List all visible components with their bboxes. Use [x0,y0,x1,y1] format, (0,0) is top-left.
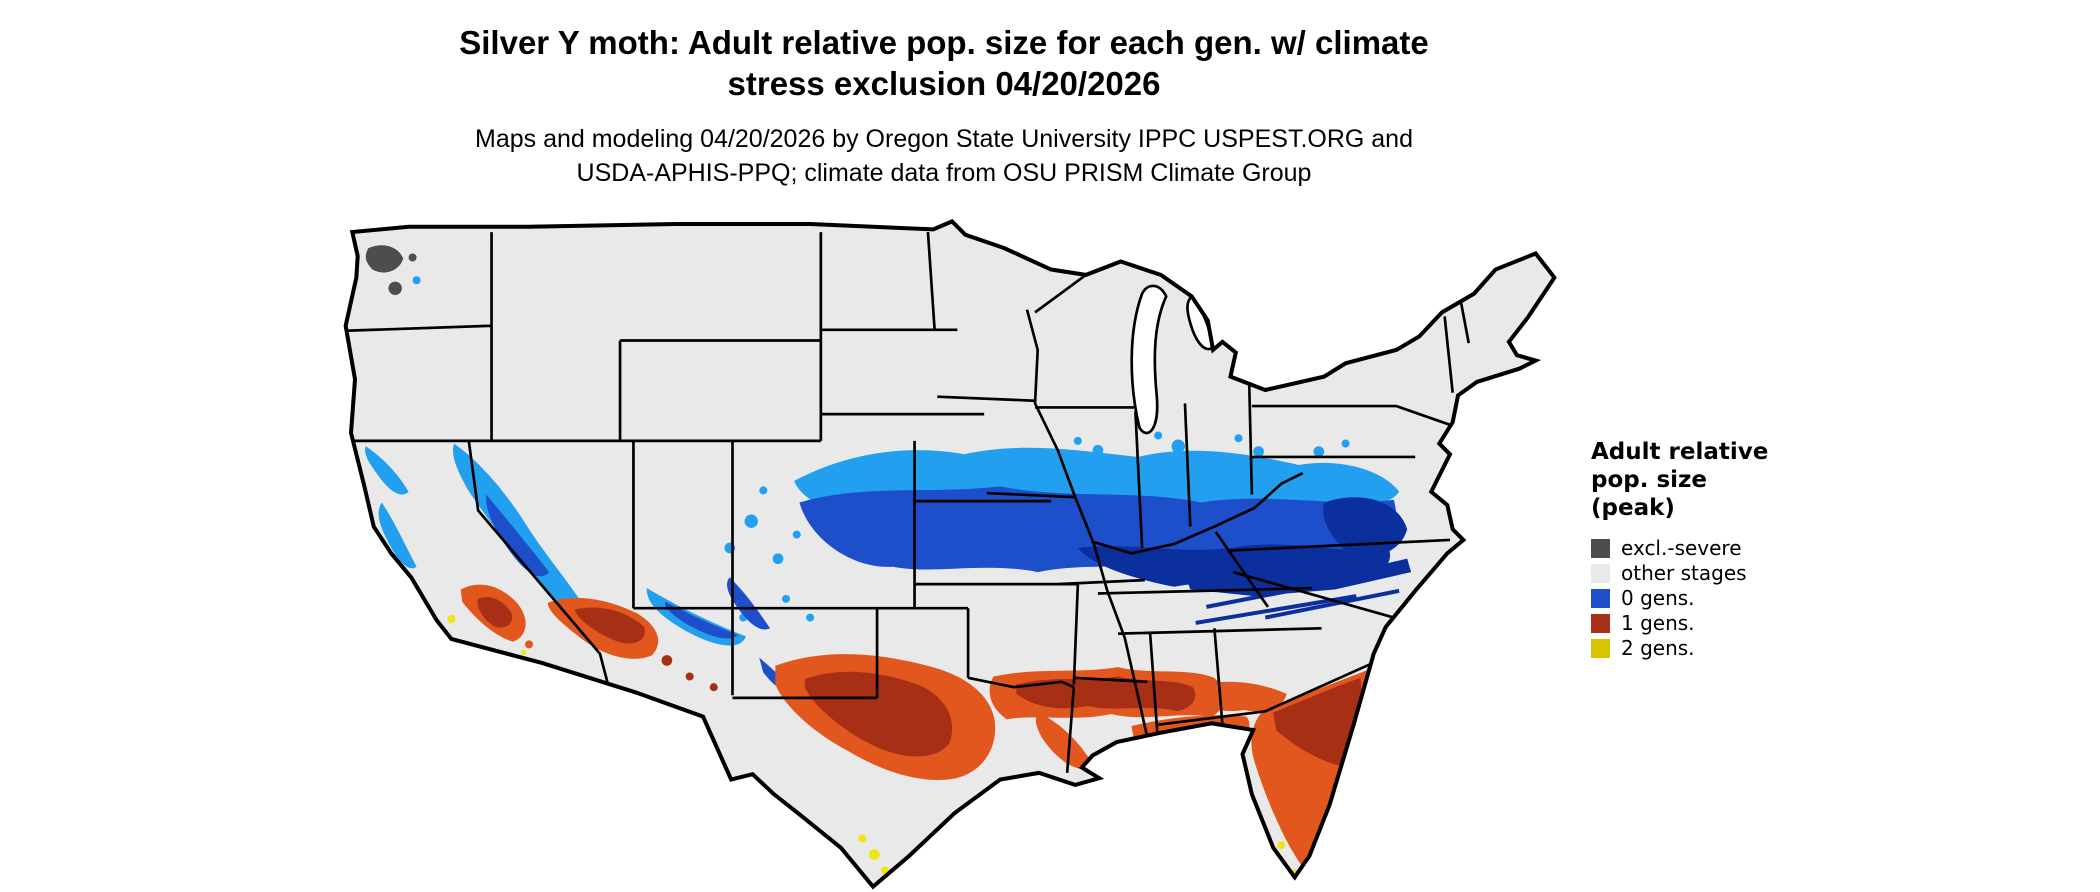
legend-item-2-gens: 2 gens. [1591,636,1851,661]
state-boundaries [345,231,1471,773]
legend-label-other-stages: other stages [1621,561,1747,585]
legend-swatch-0-gens [1591,589,1610,608]
legend-swatch-2-gens [1591,639,1610,658]
legend-label-2-gens: 2 gens. [1621,636,1695,660]
legend-title-line1: Adult relative [1591,439,1769,465]
legend-label-excl-severe: excl.-severe [1621,536,1742,560]
map-subtitle-line1: Maps and modeling 04/20/2026 by Oregon S… [475,125,1413,153]
great-lakes [1130,284,1215,435]
map-subtitle: Maps and modeling 04/20/2026 by Oregon S… [0,122,1888,190]
legend-item-other-stages: other stages [1591,561,1851,586]
legend-label-1-gens: 1 gens. [1621,611,1695,635]
legend-title-line3: (peak) [1591,495,1675,521]
legend-swatch-excl-severe [1591,539,1610,558]
legend: Adult relative pop. size (peak) excl.-se… [1591,438,1851,661]
map-title-line1: Silver Y moth: Adult relative pop. size … [459,24,1429,61]
map-layer-excl-severe [365,245,417,295]
legend-title: Adult relative pop. size (peak) [1591,438,1851,522]
map-data-layers [345,231,1471,884]
map-title-line2: stress exclusion 04/20/2026 [727,65,1161,102]
legend-swatch-other-stages [1591,564,1610,583]
map-subtitle-line2: USDA-APHIS-PPQ; climate data from OSU PR… [576,159,1312,187]
legend-item-0-gens: 0 gens. [1591,586,1851,611]
legend-title-line2: pop. size [1591,467,1708,493]
us-map-svg [328,216,1560,892]
lake-michigan [1130,284,1168,435]
legend-swatch-1-gens [1591,614,1610,633]
legend-label-0-gens: 0 gens. [1621,586,1695,610]
legend-item-excl-severe: excl.-severe [1591,536,1851,561]
legend-item-1-gens: 1 gens. [1591,611,1851,636]
map-layer-1-gens [477,597,1362,767]
us-map [328,216,1560,892]
map-title: Silver Y moth: Adult relative pop. size … [0,22,1888,104]
